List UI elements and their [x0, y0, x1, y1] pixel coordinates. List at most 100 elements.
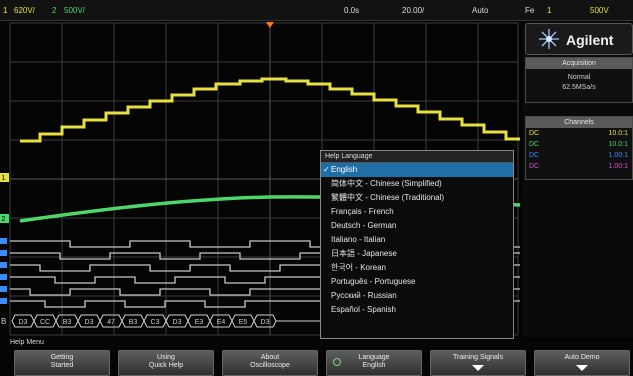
- time-delay: 0.0s: [344, 6, 360, 15]
- down-arrow-icon: [576, 365, 588, 371]
- language-option-italian[interactable]: Italiano - Italian: [321, 233, 513, 247]
- bus-packet-value: B3: [129, 319, 138, 326]
- language-option-french[interactable]: Français - French: [321, 205, 513, 219]
- softkey-label: Language: [358, 354, 390, 361]
- status-bar: 1 620V/ 2 500V/ 0.0s 20.00/ Auto Fe 1 50…: [0, 0, 633, 21]
- auto-demo-softkey[interactable]: Auto Demo: [534, 350, 630, 376]
- language-option-label: Français - French: [331, 207, 394, 216]
- bus-packet-value: E3: [195, 319, 204, 326]
- help-language-menu-title: Help Language: [321, 151, 513, 163]
- bus-packet-value: CC: [40, 319, 50, 326]
- language-option-spanish[interactable]: Español - Spanish: [321, 303, 513, 317]
- channel-row-2: DC 10.0:1: [526, 139, 632, 150]
- language-option-russian[interactable]: Русский - Russian: [321, 289, 513, 303]
- svg-text:2: 2: [2, 216, 6, 223]
- softkey-label: Auto Demo: [564, 354, 600, 361]
- channels-title: Channels: [526, 117, 632, 128]
- acquisition-rate: 62.5MSa/s: [562, 84, 596, 91]
- channel-row-4: DC 1.00:1: [526, 161, 632, 172]
- language-option-label: Русский - Russian: [331, 291, 397, 300]
- agilent-logo: Agilent: [525, 23, 633, 55]
- acquisition-box[interactable]: Acquisition Normal 62.5MSa/s: [525, 57, 633, 103]
- language-softkey[interactable]: Language English: [326, 350, 422, 376]
- channel-coupling: DC: [529, 130, 540, 137]
- language-option-portuguese[interactable]: Português - Portuguese: [321, 275, 513, 289]
- acquisition-title: Acquisition: [526, 58, 632, 69]
- trigger-position-marker[interactable]: [266, 22, 274, 28]
- language-option-label: Español - Spanish: [331, 305, 396, 314]
- softkey-sublabel: English: [362, 362, 386, 369]
- digital-channel-markers: [0, 238, 7, 304]
- language-option-english[interactable]: ✓ English: [321, 163, 513, 177]
- bus-decode-row: D3 CC B3 D3 47 B3 C3 D3 E3 E4 E5 D3: [11, 314, 320, 328]
- channel-coupling: DC: [529, 152, 540, 159]
- ch1-scale: 620V/: [14, 6, 35, 15]
- graticule: [9, 22, 519, 336]
- language-option-chinese-simplified[interactable]: 简体中文 - Chinese (Simplified): [321, 177, 513, 191]
- using-quick-help-softkey[interactable]: Using Quick Help: [118, 350, 214, 376]
- channel-row-1: DC 10.0:1: [526, 128, 632, 139]
- language-option-label: Italiano - Italian: [331, 235, 386, 244]
- checkmark-icon: ✓: [323, 165, 330, 174]
- trigger-source: 1: [547, 6, 552, 15]
- bus-packet-value: D3: [85, 319, 94, 326]
- agilent-spark-icon: [539, 29, 559, 49]
- language-option-label: English: [331, 165, 358, 174]
- digital-channels: [10, 240, 520, 308]
- help-menu-label: Help Menu: [10, 339, 44, 346]
- ch2-scale: 500V/: [64, 6, 85, 15]
- channels-box[interactable]: Channels DC 10.0:1 DC 10.0:1 DC 1.00:1 D…: [525, 116, 633, 180]
- softkey-label: About: [260, 354, 280, 361]
- language-option-label: Deutsch - German: [331, 221, 397, 230]
- ch2-label: 2: [52, 6, 57, 15]
- about-oscilloscope-softkey[interactable]: About Oscilloscope: [222, 350, 318, 376]
- right-info-panel: Agilent Acquisition Normal 62.5MSa/s Cha…: [523, 21, 633, 337]
- bus-packet-value: E4: [217, 319, 226, 326]
- bus-packet-value: D3: [173, 319, 182, 326]
- softkey-label: Using: [157, 354, 175, 361]
- softkey-sublabel: Oscilloscope: [250, 362, 290, 369]
- language-option-label: 繁體中文 - Chinese (Traditional): [331, 193, 445, 202]
- bus-packet-value: 47: [107, 319, 115, 326]
- bus-packet-value: B3: [63, 319, 72, 326]
- softkey-label: Training Signals: [453, 354, 503, 361]
- ch2-ground-marker[interactable]: 2: [0, 214, 9, 223]
- channel-probe-ratio: 1.00:1: [608, 163, 628, 170]
- language-option-chinese-traditional[interactable]: 繁體中文 - Chinese (Traditional): [321, 191, 513, 205]
- channel-row-3: DC 1.00:1: [526, 150, 632, 161]
- softkey-sublabel: Started: [50, 362, 74, 369]
- ch1-ground-marker[interactable]: 1: [0, 173, 9, 182]
- down-arrow-icon: [472, 365, 484, 371]
- waveform-display[interactable]: 1 2 B D3 CC B3 D3 47 B3 C3 D3 E3 E4: [0, 21, 522, 337]
- channel-probe-ratio: 10.0:1: [608, 141, 628, 148]
- bus-packet-value: D3: [261, 319, 270, 326]
- help-language-menu[interactable]: Help Language ✓ English 简体中文 - Chinese (…: [320, 150, 514, 339]
- channel-coupling: DC: [529, 163, 540, 170]
- channel-probe-ratio: 10.0:1: [608, 130, 628, 137]
- language-option-label: 日本語 - Japanese: [331, 249, 397, 258]
- trigger-slope: Fe: [525, 6, 535, 15]
- channel-probe-ratio: 1.00:1: [608, 152, 628, 159]
- channel-coupling: DC: [529, 141, 540, 148]
- ch1-label: 1: [3, 6, 8, 15]
- language-option-label: Português - Portuguese: [331, 277, 416, 286]
- softkey-bar: Getting Started Using Quick Help About O…: [0, 348, 633, 376]
- time-base: 20.00/: [402, 6, 425, 15]
- bus-packet-value: E5: [239, 319, 248, 326]
- bus-marker: B: [1, 317, 6, 326]
- language-option-japanese[interactable]: 日本語 - Japanese: [321, 247, 513, 261]
- softkey-sublabel: Quick Help: [148, 362, 184, 369]
- trigger-mode: Auto: [472, 6, 489, 15]
- language-option-german[interactable]: Deutsch - German: [321, 219, 513, 233]
- brand-name: Agilent: [566, 32, 614, 48]
- language-option-label: 简体中文 - Chinese (Simplified): [331, 179, 442, 188]
- acquisition-mode: Normal: [567, 74, 591, 81]
- getting-started-softkey[interactable]: Getting Started: [14, 350, 110, 376]
- softkey-label: Getting: [50, 354, 74, 361]
- select-knob-icon: [333, 358, 341, 366]
- bus-packet-value: D3: [19, 319, 28, 326]
- svg-text:1: 1: [2, 175, 6, 182]
- training-signals-softkey[interactable]: Training Signals: [430, 350, 526, 376]
- language-option-korean[interactable]: 한국어 - Korean: [321, 261, 513, 275]
